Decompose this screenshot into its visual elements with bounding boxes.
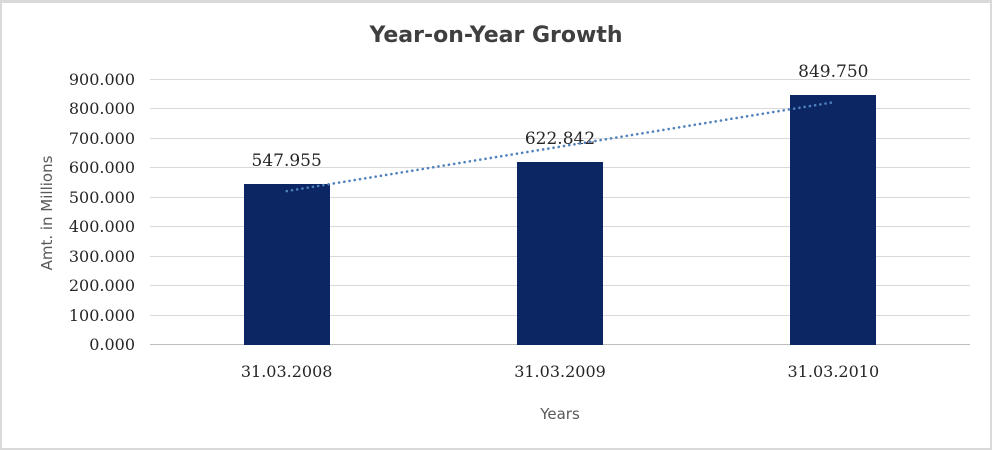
y-tick-label: 900.000 [68, 70, 135, 89]
bar-value-label: 547.955 [251, 150, 322, 171]
bar [790, 94, 877, 345]
y-tick-label: 100.000 [68, 305, 135, 325]
y-tick-label: 400.000 [68, 217, 135, 237]
y-tick-label: 300.000 [68, 246, 135, 266]
x-axis-title: Years [540, 405, 580, 423]
y-tick-label: 500.000 [68, 187, 135, 207]
bar-value-label: 622.842 [524, 128, 596, 149]
gridline [150, 79, 970, 80]
y-axis-title: Amt. in Millions [38, 155, 56, 271]
bar [243, 183, 330, 345]
y-tick-label: 700.000 [68, 128, 135, 148]
y-tick-label: 800.000 [68, 99, 135, 119]
y-tick-label: 200.000 [68, 276, 135, 296]
y-tick-label: 600.000 [68, 158, 135, 178]
y-tick-label: 0.000 [89, 335, 135, 354]
bar-value-label: 849.750 [798, 61, 869, 82]
x-tick-label: 31.03.2009 [514, 362, 606, 381]
chart-title: Year-on-Year Growth [369, 23, 623, 48]
bar [517, 161, 603, 345]
x-tick-label: 31.03.2010 [787, 362, 880, 381]
x-tick-label: 31.03.2008 [240, 362, 333, 381]
